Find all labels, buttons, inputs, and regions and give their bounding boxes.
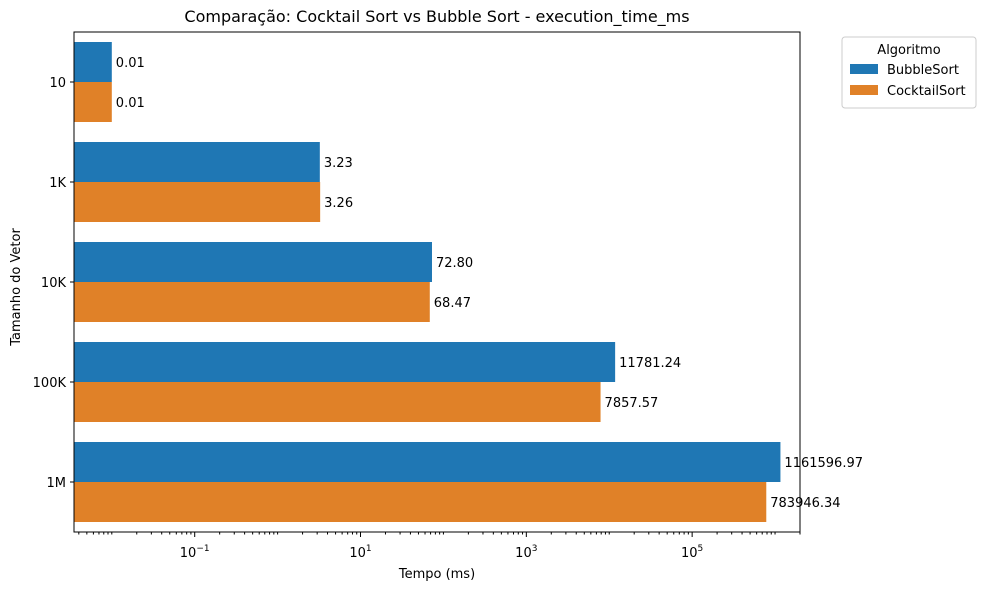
bar-value-label: 11781.24 bbox=[619, 356, 681, 371]
bar-value-label: 3.23 bbox=[324, 156, 353, 171]
y-tick-label: 100K bbox=[33, 376, 67, 391]
bar-value-label: 0.01 bbox=[116, 56, 145, 71]
bar bbox=[74, 342, 616, 382]
bar bbox=[74, 142, 320, 182]
plot-area: 0.01 3.23 72.80 11781.24 1161596.97 0.01 3.26 6… bbox=[33, 31, 863, 561]
bar-value-label: 783946.34 bbox=[770, 496, 840, 511]
bar bbox=[74, 42, 112, 82]
bar bbox=[74, 382, 601, 422]
bar bbox=[74, 242, 432, 282]
legend-swatch bbox=[850, 85, 878, 95]
bar-value-label: 3.26 bbox=[324, 196, 353, 211]
x-tick-label: 10−1 bbox=[180, 544, 210, 561]
bar-value-label: 1161596.97 bbox=[784, 456, 863, 471]
bar bbox=[74, 182, 321, 222]
x-tick-label: 103 bbox=[515, 544, 537, 561]
y-tick-label: 10K bbox=[41, 276, 67, 291]
y-tick-label: 1K bbox=[49, 176, 66, 191]
bar-value-label: 68.47 bbox=[434, 296, 471, 311]
bar bbox=[74, 482, 767, 522]
x-tick-label: 101 bbox=[349, 544, 371, 561]
bar-value-label: 0.01 bbox=[116, 96, 145, 111]
bar-value-label: 72.80 bbox=[436, 256, 473, 271]
chart-title: Comparação: Cocktail Sort vs Bubble Sort… bbox=[184, 7, 689, 27]
bar-value-label: 7857.57 bbox=[605, 396, 659, 411]
legend-label: CocktailSort bbox=[887, 84, 966, 99]
legend-swatch bbox=[850, 64, 878, 74]
bar bbox=[74, 442, 781, 482]
y-tick-label: 10 bbox=[49, 76, 66, 91]
bar bbox=[74, 82, 112, 122]
bar bbox=[74, 282, 430, 322]
legend: Algoritmo BubbleSort CocktailSort bbox=[841, 36, 977, 109]
x-tick-label: 105 bbox=[681, 544, 703, 561]
legend-label: BubbleSort bbox=[887, 63, 959, 78]
y-tick-label: 1M bbox=[47, 476, 67, 491]
y-axis-label: Tamanho do Vetor bbox=[9, 228, 24, 347]
legend-title: Algoritmo bbox=[877, 43, 940, 58]
x-axis-label: Tempo (ms) bbox=[398, 567, 475, 582]
